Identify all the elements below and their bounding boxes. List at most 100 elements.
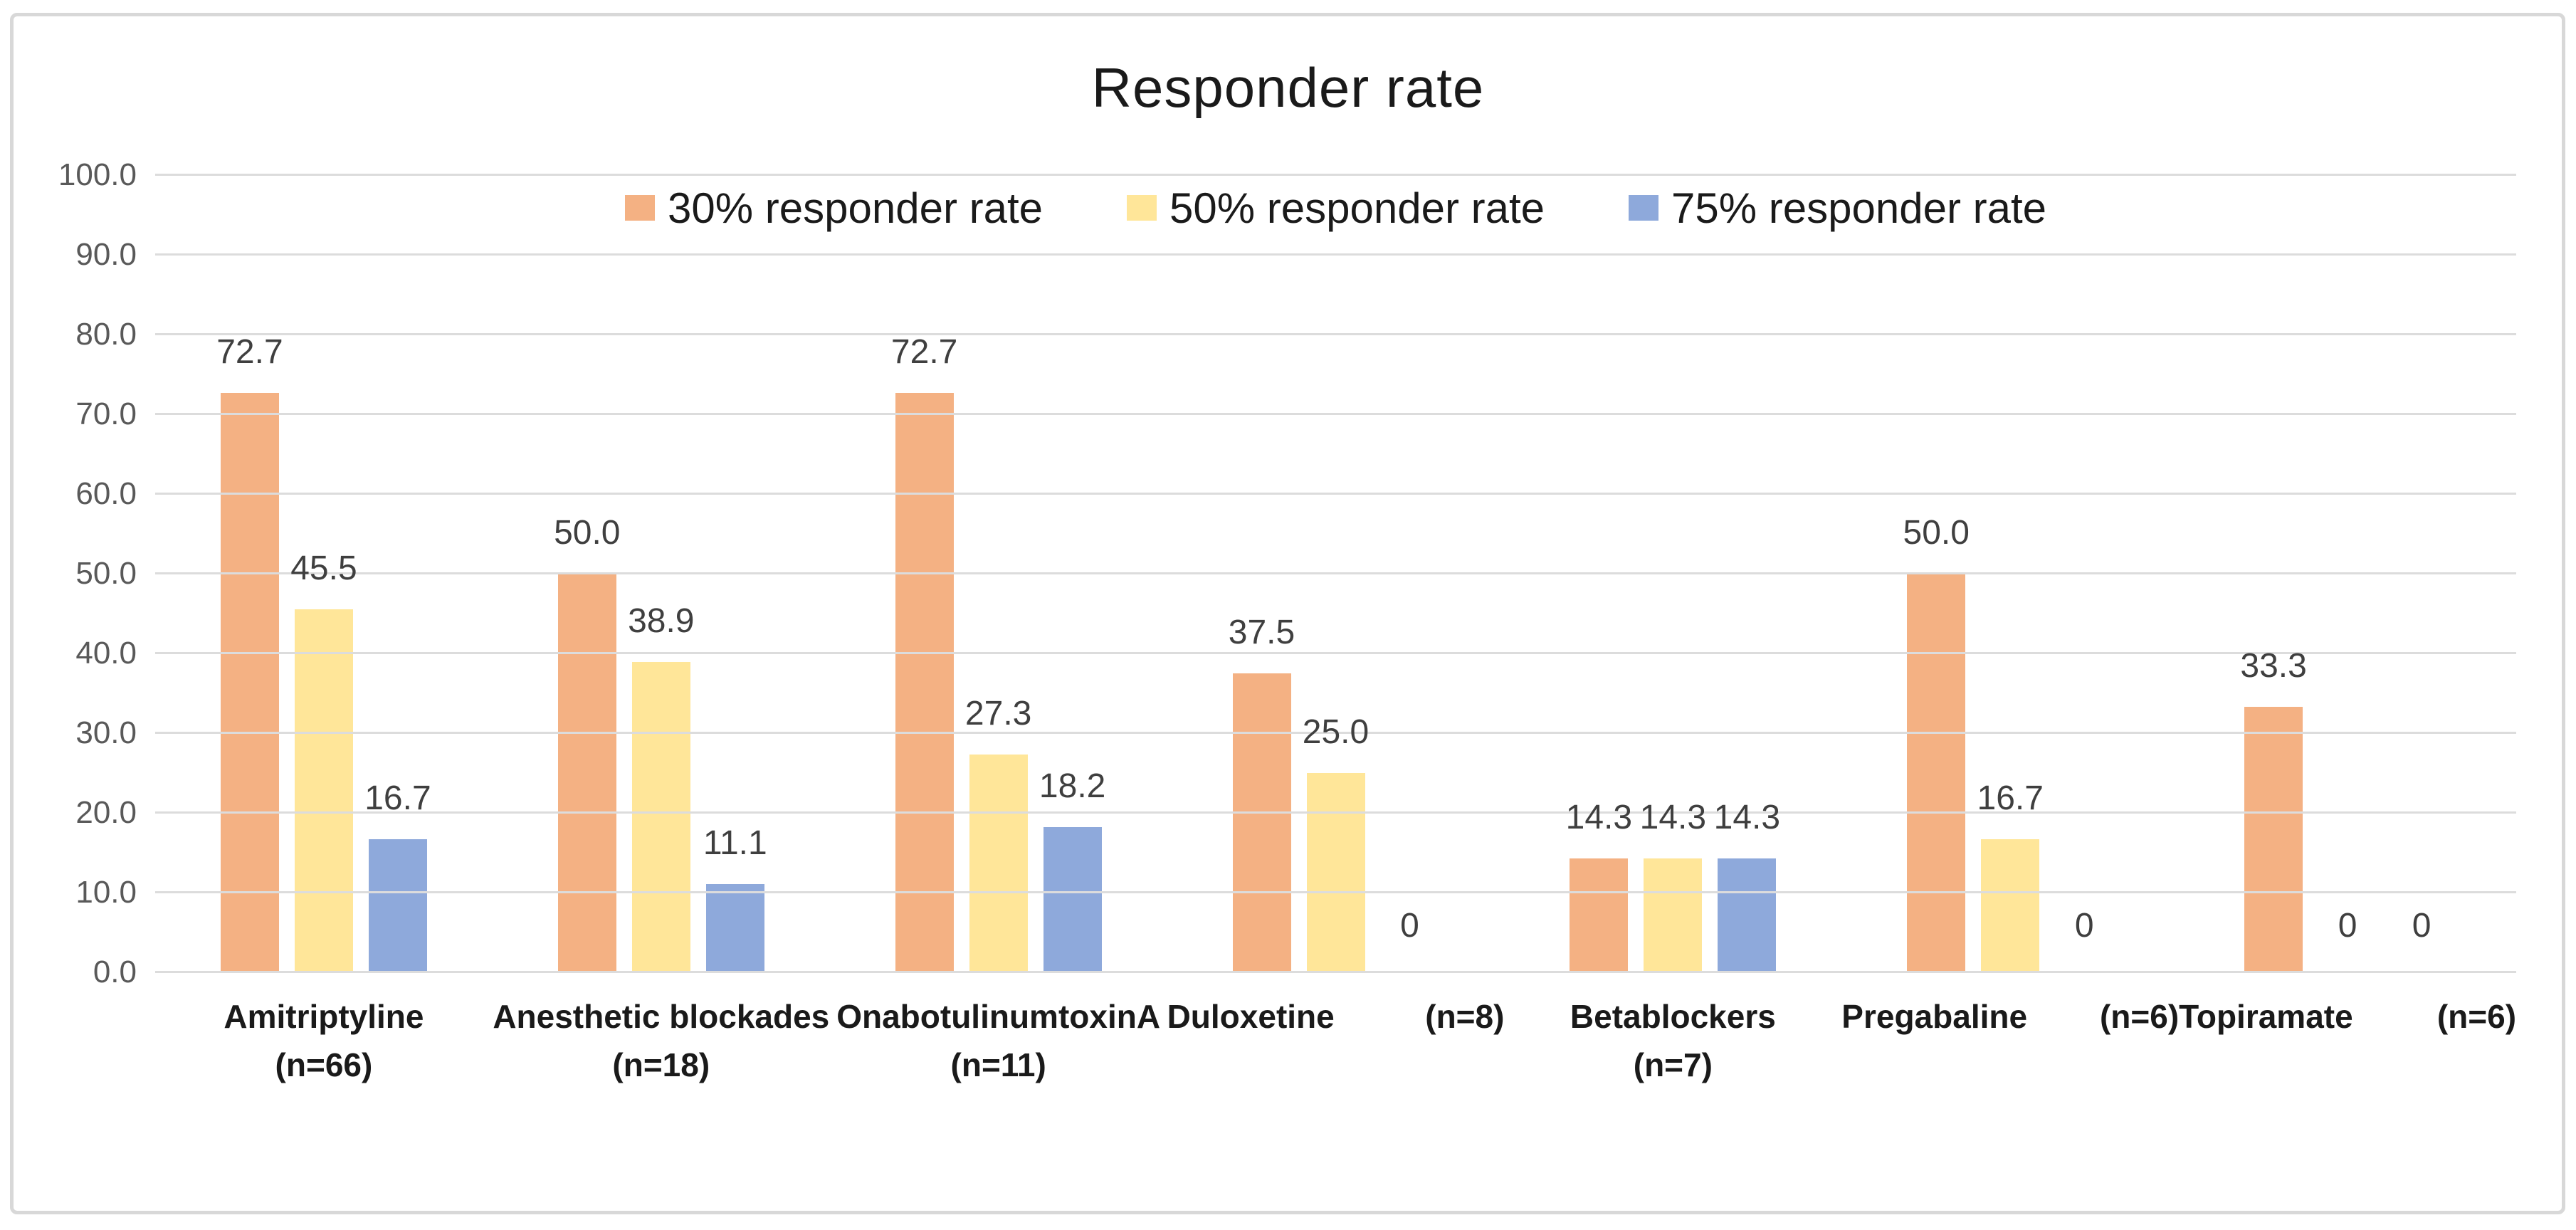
x-label-name: Betablockers [1570, 998, 1776, 1035]
gridline [155, 572, 2516, 574]
legend-label: 50% responder rate [1169, 184, 1545, 232]
legend-swatch [1127, 195, 1157, 221]
bar-slot: 37.5 [1229, 175, 1295, 972]
bar-value-label: 14.3 [1713, 798, 1781, 836]
plot-area: 72.7 45.5 16.7 50.0 38.9 11.1 72.7 27.3 18.2 37.5… [155, 174, 2516, 973]
y-axis: 0.0 10.0 20.0 30.0 40.0 50.0 60.0 70.0 80.0 90.0 1… [0, 159, 137, 989]
bar-value-label: 72.7 [890, 332, 958, 371]
bar [557, 574, 616, 972]
bar-value-label: 14.3 [1639, 798, 1707, 836]
legend-entry: 50% responder rate [1127, 184, 1545, 233]
legend-entry: 30% responder rate [625, 184, 1043, 233]
bar [294, 609, 353, 972]
bar-value-label: 50.0 [554, 514, 621, 552]
bar-value-label: 45.5 [290, 550, 357, 588]
bar-value-label: 16.7 [1977, 779, 2044, 817]
bar [1570, 858, 1629, 972]
bar-group: 50.0 16.7 0 [1841, 175, 2179, 972]
bar-slot: 72.7 [216, 175, 283, 972]
gridline [155, 971, 2516, 973]
x-label-name: Anesthetic blockades [493, 998, 830, 1035]
bar-slot: 25.0 [1303, 175, 1369, 972]
bar [1907, 574, 1966, 972]
gridline [155, 174, 2516, 176]
bar-slot: 50.0 [1903, 175, 1970, 972]
x-label-n: (n=11) [950, 1046, 1046, 1083]
bar-value-label: 38.9 [628, 602, 695, 641]
x-category-label: Amitriptyline (n=66) [155, 992, 493, 1089]
gridline [155, 493, 2516, 495]
gridline [155, 652, 2516, 654]
y-tick-label: 30.0 [75, 715, 137, 750]
bar-slot: 45.5 [290, 175, 357, 972]
bar [1644, 858, 1703, 972]
bar-value-label: 0 [1400, 907, 1419, 945]
bar-value-label: 0 [2074, 907, 2094, 945]
bar-value-label: 33.3 [2240, 647, 2307, 685]
bar-value-label: 37.5 [1228, 614, 1295, 651]
y-tick-label: 10.0 [75, 875, 137, 910]
gridline [155, 811, 2516, 814]
bar-value-label: 0 [2412, 907, 2432, 945]
bar [895, 392, 954, 972]
bar [368, 839, 427, 972]
x-label-n: (n=6) [2099, 998, 2180, 1035]
bar-slot: 0 [2392, 175, 2451, 972]
bar-group: 33.3 0 0 [2179, 175, 2516, 972]
x-label-name: Duloxetine [1167, 998, 1335, 1035]
chart-frame [10, 13, 2565, 1214]
bar-value-label: 50.0 [1903, 514, 1970, 552]
gridline [155, 253, 2516, 256]
x-category-label: Anesthetic blockades (n=18) [493, 992, 830, 1089]
x-category-label: Duloxetine (n=8) [1167, 992, 1505, 1089]
legend-swatch [625, 195, 655, 221]
bar-group: 14.3 14.3 14.3 [1504, 175, 1841, 972]
bar-value-label: 0 [2338, 907, 2357, 945]
x-label-name: Topiramate [2179, 998, 2353, 1035]
bar-value-label: 25.0 [1302, 713, 1370, 751]
x-label-line: Pregabaline (n=6) [1841, 992, 2179, 1041]
legend: 30% responder rate 50% responder rate 75% … [155, 181, 2516, 235]
bar-value-label: 16.7 [364, 779, 431, 817]
y-tick-label: 40.0 [75, 636, 137, 671]
y-tick-label: 60.0 [75, 476, 137, 511]
bar-slot: 18.2 [1039, 175, 1105, 972]
legend-label: 75% responder rate [1671, 184, 2046, 232]
bar-slot: 50.0 [554, 175, 620, 972]
bar-slot: 38.9 [628, 175, 694, 972]
x-label-n: (n=18) [612, 1046, 710, 1083]
gridline [155, 413, 2516, 415]
gridline [155, 891, 2516, 893]
y-tick-label: 90.0 [75, 237, 137, 272]
bar-slot: 33.3 [2240, 175, 2307, 972]
chart-title: Responder rate [1091, 56, 1485, 119]
legend-label: 30% responder rate [668, 184, 1043, 232]
gridline [155, 732, 2516, 734]
y-tick-label: 80.0 [75, 317, 137, 352]
bar-value-label: 11.1 [703, 824, 767, 862]
bar [1718, 858, 1777, 972]
bar [220, 392, 279, 972]
bar-value-label: 27.3 [964, 695, 1032, 733]
bar-slot: 14.3 [1566, 175, 1632, 972]
bar-slot: 16.7 [364, 175, 431, 972]
legend-swatch [1629, 195, 1658, 221]
x-label-n: (n=8) [1425, 998, 1505, 1035]
bar [2244, 707, 2303, 972]
bar-slot: 16.7 [1977, 175, 2044, 972]
x-label-n: (n=66) [275, 1046, 373, 1083]
bar-group: 72.7 45.5 16.7 [155, 175, 493, 972]
bar-value-label: 14.3 [1565, 798, 1633, 836]
y-tick-label: 70.0 [75, 396, 137, 431]
bar-slot: 11.1 [703, 175, 767, 972]
bar [1981, 839, 2040, 972]
legend-entry: 75% responder rate [1629, 184, 2046, 233]
x-category-label: Topiramate (n=6) [2179, 992, 2516, 1089]
x-label-name: Amitriptyline [224, 998, 424, 1035]
bar-slot: 27.3 [965, 175, 1031, 972]
bar [705, 883, 764, 972]
x-label-n: (n=7) [1633, 1046, 1713, 1083]
bar-value-label: 72.7 [216, 332, 283, 371]
y-tick-label: 20.0 [75, 795, 137, 830]
bars-row: 72.7 45.5 16.7 50.0 38.9 11.1 72.7 27.3 18.2 37.5… [155, 175, 2516, 972]
